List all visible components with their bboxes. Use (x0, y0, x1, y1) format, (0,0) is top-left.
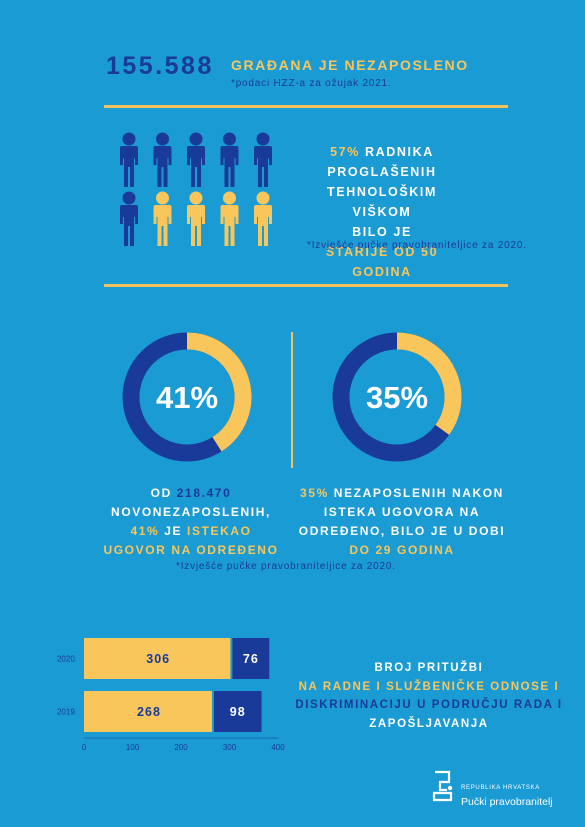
bar-segment (213, 691, 262, 732)
workers-text-segment: RADNIKA (359, 145, 434, 159)
workers-text-segment: STARIJE OD 50 GODINA (325, 245, 439, 279)
person-icon-highlighted (153, 191, 172, 246)
donut-41-text-segment: 41% (130, 524, 160, 538)
donut-41-caption: OD 218.470 NOVONEZAPOSLENIH, 41% JE ISTEKA… (76, 484, 306, 560)
donut-41-text-segment: JE (159, 524, 188, 538)
person-icon-highlighted (254, 191, 272, 246)
workers-line: TEHNOLOŠKIM VIŠKOM (296, 182, 468, 222)
header-note: *podaci HZZ-a za ožujak 2021. (231, 78, 392, 89)
donut-41: 41% (122, 332, 252, 462)
person-icon (120, 132, 138, 187)
chart-caption-text-segment: NA RADNE I SLUŽBENIČKE ODNOSE I (298, 680, 560, 693)
chart-caption-line: DISKRIMINACIJU U PODRUČJU RADA I (286, 696, 572, 715)
person-icon (254, 132, 272, 187)
chart-caption-text-segment: BROJ PRITUŽBI (374, 662, 484, 674)
chart-caption-line: BROJ PRITUŽBI (286, 659, 572, 678)
person-icon (187, 132, 205, 187)
donut-35-text-segment: ODREĐENO, BILO JE U DOBI (298, 524, 506, 538)
chart-caption: BROJ PRITUŽBI NA RADNE I SLUŽBENIČKE ODNO… (286, 659, 572, 733)
donut-35-line: DO 29 GODINA (286, 541, 518, 560)
workers-text-segment: TEHNOLOŠKIM VIŠKOM (327, 185, 437, 219)
donut-percent-label: 41% (156, 380, 218, 415)
donut-35-line: ODREĐENO, BILO JE U DOBI (286, 522, 518, 541)
donut-41-text-segment: ISTEKAO (187, 524, 252, 538)
ombudsman-logo: REPUBLIKA HRVATSKA Pučki pravobranitelj (430, 769, 580, 813)
person-icon-highlighted (220, 191, 239, 246)
donut-35-text-segment: ISTEKA UGOVORA NA (323, 505, 481, 519)
category-label: 2019. (57, 708, 77, 717)
logo-line1: REPUBLIKA HRVATSKA (461, 785, 540, 791)
donut-41-line: UGOVOR NA ODREĐENO (76, 541, 306, 560)
donut-41-line: 41% JE ISTEKAO (76, 522, 306, 541)
workers-text-segment: BILO JE (352, 225, 412, 239)
category-label: 2020. (57, 655, 77, 664)
donut-35-line: ISTEKA UGOVORA NA (286, 503, 518, 522)
person-icon-highlighted (187, 191, 205, 246)
donut-35-text-segment: NEZAPOSLENIH NAKON (328, 486, 504, 500)
person-icon (220, 132, 239, 187)
complaints-bar-chart: 2020. 306 76 2019. 268 98 0 100 200 300 400 (57, 638, 285, 752)
donut-35-text-segment: DO 29 GODINA (349, 543, 455, 557)
donut-divider (291, 332, 293, 468)
workers-line: PROGLAŠENIH (296, 162, 468, 182)
donut-41-text-segment: OD (150, 486, 177, 500)
donut-41-text-segment: UGOVOR NA ODREĐENO (103, 543, 279, 557)
person-icon (120, 191, 138, 246)
donut-35: 35% (332, 332, 462, 462)
divider-middle (104, 284, 508, 287)
person-icon (153, 132, 172, 187)
bar-value-label: 268 (137, 705, 161, 719)
bar-segment (84, 691, 212, 732)
divider-top (104, 105, 508, 108)
workers-line: BILO JE (296, 222, 468, 242)
unemployed-count: 155.588 (106, 52, 214, 80)
workers-line: STARIJE OD 50 GODINA (296, 242, 468, 282)
donut-35-line: 35% NEZAPOSLENIH NAKON (286, 484, 518, 503)
donut-35-caption: 35% NEZAPOSLENIH NAKON ISTEKA UGOVORA NA O… (286, 484, 518, 560)
x-tick-label: 100 (126, 743, 140, 752)
workers-text: 57% RADNIKA PROGLAŠENIH TEHNOLOŠKIM VIŠKOM… (296, 142, 468, 282)
bar-segment (84, 638, 231, 679)
chart-caption-text-segment: ZAPOŠLJAVANJA (369, 717, 489, 730)
bar-value-label: 306 (146, 652, 170, 666)
x-tick-label: 300 (223, 743, 237, 752)
logo-line2: Pučki pravobranitelj (461, 796, 553, 808)
x-tick-label: 200 (174, 743, 188, 752)
x-tick-label: 400 (271, 743, 285, 752)
donut-note: *Izvješće pučke pravobraniteljice za 202… (176, 561, 396, 572)
donut-value-arc (396, 332, 462, 435)
donut-35-text-segment: 35% (300, 486, 329, 500)
x-tick-label: 0 (82, 743, 87, 752)
chart-caption-text-segment: DISKRIMINACIJU U PODRUČJU RADA I (295, 699, 563, 711)
bar-value-label: 98 (230, 705, 246, 719)
donut-value-arc (186, 332, 252, 452)
bar-segment (232, 638, 270, 679)
donut-percent-label: 35% (366, 380, 428, 415)
bar-value-label: 76 (243, 652, 259, 666)
donut-41-text-segment: NOVONEZAPOSLENIH, (111, 505, 271, 519)
donut-41-line: NOVONEZAPOSLENIH, (76, 503, 306, 522)
workers-note: *Izvješće pučke pravobraniteljice za 202… (307, 240, 527, 251)
donut-41-line: OD 218.470 (76, 484, 306, 503)
chart-caption-line: NA RADNE I SLUŽBENIČKE ODNOSE I (286, 678, 572, 697)
logo-mark-icon (432, 770, 453, 802)
header: 155.588 GRAĐANA JE NEZAPOSLENO *podaci H… (0, 48, 585, 94)
workers-text-segment: 57% (330, 145, 360, 159)
workers-text-segment: PROGLAŠENIH (327, 165, 437, 179)
donut-41-text-segment: 218.470 (176, 486, 232, 500)
workers-line: 57% RADNIKA (296, 142, 468, 162)
header-title: GRAĐANA JE NEZAPOSLENO (231, 57, 469, 73)
worker-figures (120, 132, 272, 246)
chart-caption-line: ZAPOŠLJAVANJA (286, 715, 572, 734)
